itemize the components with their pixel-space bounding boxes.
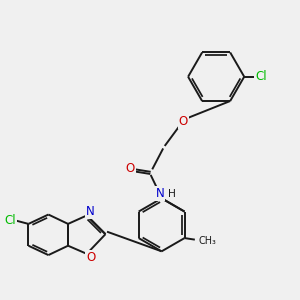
Text: Cl: Cl [4,214,16,227]
Text: O: O [86,251,95,264]
Text: O: O [179,116,188,128]
Text: Cl: Cl [255,70,267,83]
Text: CH₃: CH₃ [199,236,217,246]
Text: O: O [125,162,135,175]
Text: N: N [156,187,164,200]
Text: H: H [168,189,176,199]
Text: N: N [86,205,95,218]
